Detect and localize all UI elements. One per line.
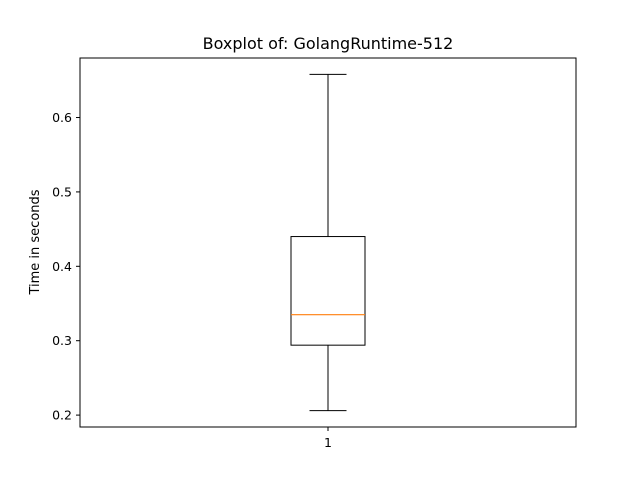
plot-area: 0.2 0.3 0.4 0.5 0.6 1 <box>52 73 366 450</box>
plot-frame <box>79 57 577 428</box>
iqr-box <box>290 236 366 346</box>
y-tick-label: 0.2 <box>52 408 72 423</box>
y-axis-label: Time in seconds <box>28 189 43 295</box>
y-tick-label: 0.5 <box>52 184 72 199</box>
y-tick-label: 0.3 <box>52 333 72 348</box>
chart-title: Boxplot of: GolangRuntime-512 <box>203 34 454 53</box>
x-tick-label: 1 <box>324 435 332 450</box>
y-tick-label: 0.4 <box>52 259 72 274</box>
y-tick-label: 0.6 <box>52 110 72 125</box>
